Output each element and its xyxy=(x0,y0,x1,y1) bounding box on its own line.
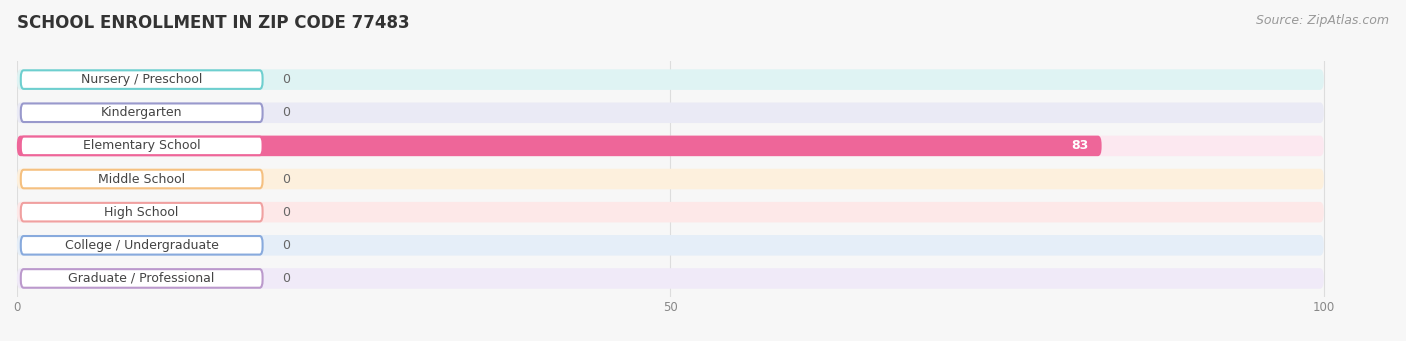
FancyBboxPatch shape xyxy=(21,203,263,221)
Text: 0: 0 xyxy=(283,173,290,186)
FancyBboxPatch shape xyxy=(21,170,263,188)
Text: Elementary School: Elementary School xyxy=(83,139,201,152)
FancyBboxPatch shape xyxy=(17,136,1324,156)
FancyBboxPatch shape xyxy=(17,268,1324,289)
Text: College / Undergraduate: College / Undergraduate xyxy=(65,239,218,252)
Text: Kindergarten: Kindergarten xyxy=(101,106,183,119)
Text: Middle School: Middle School xyxy=(98,173,186,186)
FancyBboxPatch shape xyxy=(21,103,263,122)
FancyBboxPatch shape xyxy=(17,136,1102,156)
FancyBboxPatch shape xyxy=(17,202,1324,222)
Text: 0: 0 xyxy=(283,272,290,285)
FancyBboxPatch shape xyxy=(21,269,263,288)
Text: 0: 0 xyxy=(283,106,290,119)
Text: 0: 0 xyxy=(283,73,290,86)
FancyBboxPatch shape xyxy=(21,236,263,255)
Text: 0: 0 xyxy=(283,206,290,219)
FancyBboxPatch shape xyxy=(21,137,263,155)
Text: 0: 0 xyxy=(283,239,290,252)
FancyBboxPatch shape xyxy=(17,103,1324,123)
Text: High School: High School xyxy=(104,206,179,219)
Text: Source: ZipAtlas.com: Source: ZipAtlas.com xyxy=(1256,14,1389,27)
FancyBboxPatch shape xyxy=(17,69,1324,90)
FancyBboxPatch shape xyxy=(17,235,1324,255)
Text: 83: 83 xyxy=(1071,139,1088,152)
FancyBboxPatch shape xyxy=(17,169,1324,189)
Text: SCHOOL ENROLLMENT IN ZIP CODE 77483: SCHOOL ENROLLMENT IN ZIP CODE 77483 xyxy=(17,14,409,32)
FancyBboxPatch shape xyxy=(21,70,263,89)
Text: Graduate / Professional: Graduate / Professional xyxy=(69,272,215,285)
Text: Nursery / Preschool: Nursery / Preschool xyxy=(82,73,202,86)
